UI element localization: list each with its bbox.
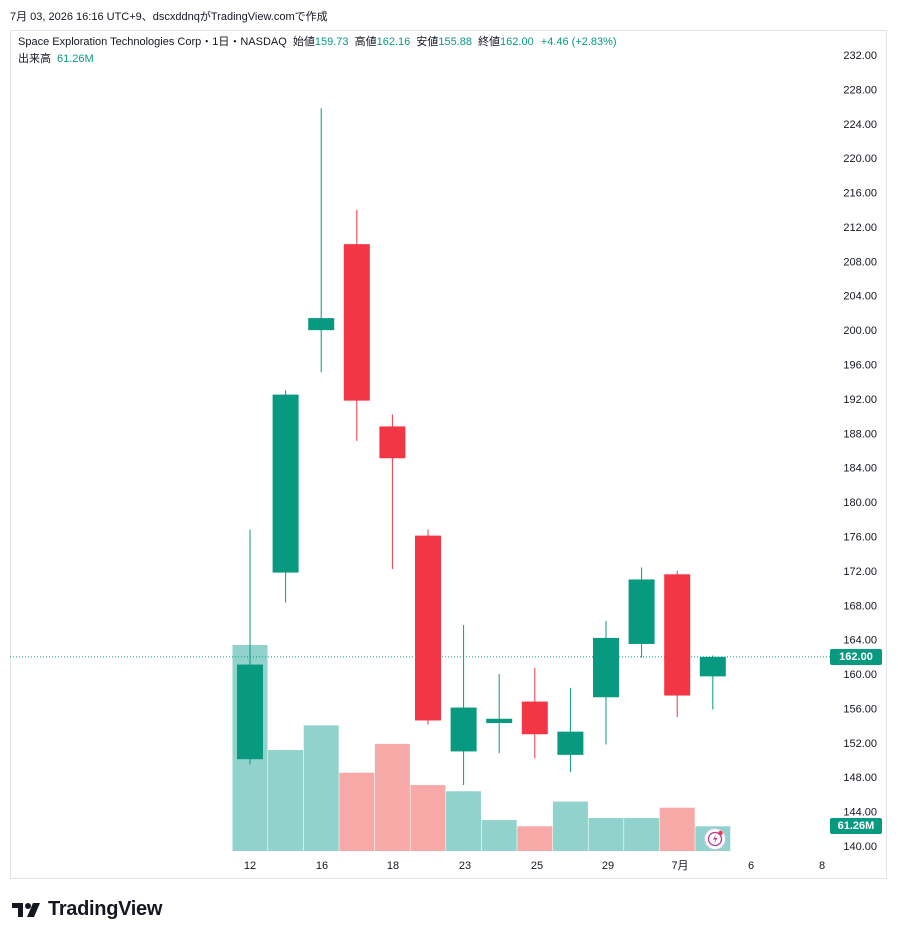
chart-frame xyxy=(10,30,887,879)
last-price-badge: 162.00 xyxy=(830,648,882,665)
y-tick-label: 152.00 xyxy=(843,738,877,750)
volume-bar xyxy=(268,750,304,851)
candle-body xyxy=(415,535,441,721)
tradingview-logo[interactable]: TradingView xyxy=(12,898,162,921)
candle-body xyxy=(237,664,263,760)
candle-body xyxy=(308,318,335,331)
volume-bar xyxy=(303,725,339,851)
y-tick-label: 220.00 xyxy=(843,153,877,165)
candle-body xyxy=(272,394,299,573)
candle-body xyxy=(628,579,655,644)
chart-legend: Space Exploration Technologies Corp・1日・N… xyxy=(18,34,617,50)
x-tick-label: 29 xyxy=(602,860,614,872)
y-tick-label: 200.00 xyxy=(843,325,877,337)
x-tick-label: 6 xyxy=(748,860,754,872)
y-tick-label: 168.00 xyxy=(843,600,877,612)
y-tick-label: 188.00 xyxy=(843,428,877,440)
candle-body xyxy=(699,656,726,677)
high-value: 162.16 xyxy=(376,36,411,48)
volume-label: 出来高 xyxy=(18,53,51,65)
candle-body xyxy=(593,637,619,698)
x-tick-label: 25 xyxy=(531,860,543,872)
candle-body xyxy=(664,574,691,696)
y-tick-label: 148.00 xyxy=(843,772,877,784)
candle-body xyxy=(450,707,477,752)
candle-body xyxy=(343,244,370,401)
volume-badge: 61.26M xyxy=(830,818,882,834)
volume-bar xyxy=(481,820,517,851)
volume-bar xyxy=(374,743,410,851)
y-tick-label: 196.00 xyxy=(843,360,877,372)
y-tick-label: 180.00 xyxy=(843,497,877,509)
lightning-icon xyxy=(707,830,723,847)
y-tick-label: 172.00 xyxy=(843,566,877,578)
candle-body xyxy=(557,731,584,755)
open-value: 159.73 xyxy=(314,36,349,48)
low-label: 安値 xyxy=(416,36,439,48)
y-tick-label: 144.00 xyxy=(843,807,877,819)
y-tick-label: 192.00 xyxy=(843,394,877,406)
x-tick-label: 7月 xyxy=(671,860,688,872)
candle-body xyxy=(486,718,513,724)
symbol-title[interactable]: Space Exploration Technologies Corp・1日・N… xyxy=(18,36,287,48)
volume-bar xyxy=(552,801,588,851)
volume-bar xyxy=(659,807,695,851)
y-tick-label: 232.00 xyxy=(843,50,877,62)
y-tick-label: 216.00 xyxy=(843,188,877,200)
chart-caption: 7月 03, 2026 16:16 UTC+9、dscxddnqがTrading… xyxy=(10,11,328,23)
flash-icon[interactable] xyxy=(704,828,726,850)
change-value: +4.46 (+2.83%) xyxy=(540,36,617,48)
close-label: 終値 xyxy=(478,36,501,48)
y-tick-label: 224.00 xyxy=(843,119,877,131)
volume-legend[interactable]: 出来高 61.26M xyxy=(18,50,94,66)
x-tick-label: 16 xyxy=(316,860,328,872)
y-tick-label: 204.00 xyxy=(843,291,877,303)
x-tick-label: 12 xyxy=(244,860,256,872)
y-tick-label: 156.00 xyxy=(843,703,877,715)
y-tick-label: 212.00 xyxy=(843,222,877,234)
y-tick-label: 208.00 xyxy=(843,256,877,268)
y-tick-label: 140.00 xyxy=(843,841,877,853)
y-tick-label: 164.00 xyxy=(843,635,877,647)
y-tick-label: 228.00 xyxy=(843,84,877,96)
open-label: 始値 xyxy=(292,36,315,48)
volume-bar xyxy=(517,826,553,851)
volume-bar xyxy=(339,772,375,851)
y-tick-label: 160.00 xyxy=(843,669,877,681)
x-tick-label: 23 xyxy=(459,860,471,872)
candle-body xyxy=(379,426,406,459)
volume-value: 61.26M xyxy=(57,53,94,65)
x-tick-label: 8 xyxy=(819,860,825,872)
y-tick-label: 176.00 xyxy=(843,531,877,543)
close-value: 162.00 xyxy=(500,36,534,48)
tv-logo-icon xyxy=(12,902,40,917)
low-value: 155.88 xyxy=(438,36,472,48)
volume-bar xyxy=(588,818,624,851)
brand-name: TradingView xyxy=(48,898,163,920)
volume-bar xyxy=(624,818,660,851)
volume-bar xyxy=(446,791,482,851)
x-tick-label: 18 xyxy=(387,860,399,872)
y-tick-label: 184.00 xyxy=(843,463,877,475)
high-label: 高値 xyxy=(354,36,377,48)
candle-body xyxy=(521,701,548,735)
volume-bar xyxy=(410,785,446,851)
